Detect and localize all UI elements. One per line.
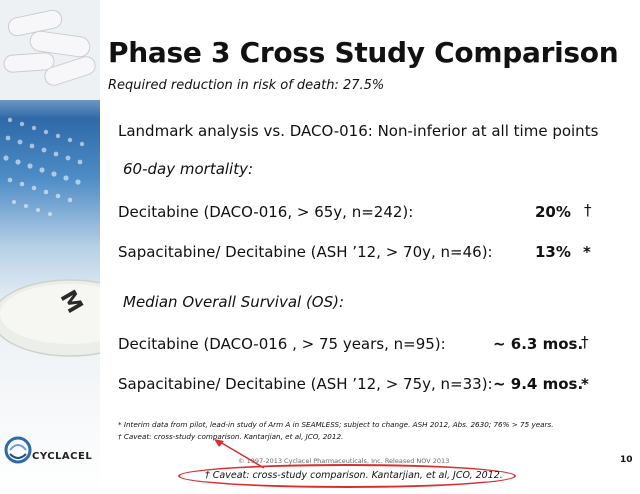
- slide-subtitle: Required reduction in risk of death: 27.…: [108, 78, 385, 93]
- callout-caveat-text: † Caveat: cross-study comparison. Kantar…: [205, 470, 503, 481]
- row-value-decitabine-mortality: 20%: [535, 203, 571, 221]
- row-mark-decitabine-mortality: †: [584, 201, 592, 219]
- cyclacel-logo-icon: [4, 436, 32, 464]
- landmark-statement: Landmark analysis vs. DACO-016: Non-infe…: [118, 122, 599, 140]
- row-value-decitabine-os: ~ 6.3 mos.: [493, 335, 584, 353]
- row-label-decitabine-mortality: Decitabine (DACO-016, > 65y, n=242):: [118, 203, 414, 221]
- blue-dot-pattern: [3, 117, 85, 216]
- footnote-caveat: † Caveat: cross-study comparison. Kantar…: [118, 432, 344, 441]
- copyright-notice: © 1997-2013 Cyclacel Pharmaceuticals, In…: [238, 457, 450, 465]
- row-label-sapacitabine-mortality: Sapacitabine/ Decitabine (ASH ’12, > 70y…: [118, 243, 493, 261]
- tablet-image: M: [0, 279, 100, 357]
- section-heading-survival: Median Overall Survival (OS):: [123, 293, 345, 311]
- row-label-decitabine-os: Decitabine (DACO-016 , > 75 years, n=95)…: [118, 335, 446, 353]
- slide-title: Phase 3 Cross Study Comparison: [108, 36, 619, 69]
- logo-wordmark: CYCLACEL: [32, 451, 93, 462]
- row-mark-decitabine-os: †: [581, 333, 589, 351]
- row-value-sapacitabine-os: ~ 9.4 mos.: [493, 375, 584, 393]
- row-value-sapacitabine-mortality: 13%: [535, 243, 571, 261]
- callout-oval: [178, 464, 516, 488]
- capsules-image: [0, 0, 100, 100]
- footnote-interim: * Interim data from pilot, lead-in study…: [118, 420, 554, 429]
- page-number: 10: [620, 455, 633, 465]
- section-heading-mortality: 60-day mortality:: [123, 160, 254, 178]
- row-label-sapacitabine-os: Sapacitabine/ Decitabine (ASH ’12, > 75y…: [118, 375, 493, 393]
- row-mark-sapacitabine-os: *: [581, 375, 589, 393]
- row-mark-sapacitabine-mortality: *: [583, 243, 591, 261]
- callout-arrow-icon: [214, 439, 265, 469]
